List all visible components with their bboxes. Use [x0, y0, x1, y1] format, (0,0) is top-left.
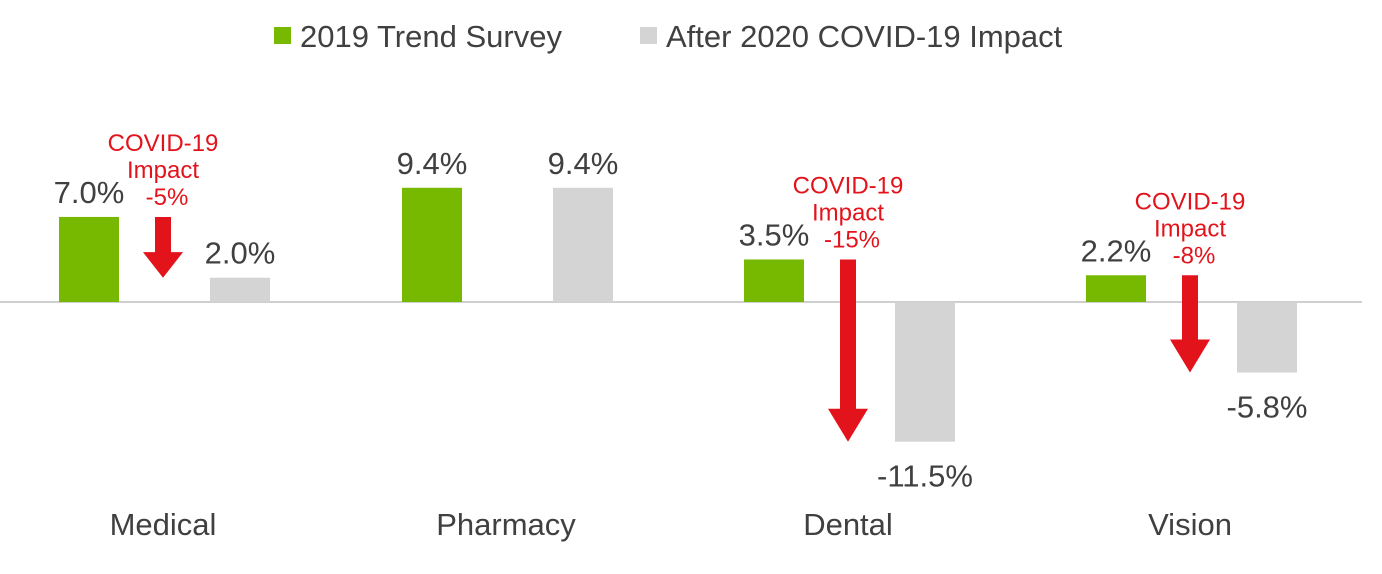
impact-arrow-dental: [828, 259, 868, 442]
bar-dental-series-2: [895, 302, 955, 442]
data-label-vision-series-2: -5.8%: [1227, 389, 1308, 424]
legend-swatch-2: [640, 27, 657, 44]
bar-pharmacy-series-1: [402, 187, 462, 302]
impact-annotation-medical-line-2: Impact: [127, 157, 199, 184]
bar-vision-series-1: [1086, 275, 1146, 302]
data-label-dental-series-1: 3.5%: [739, 217, 810, 252]
data-label-dental-series-2: -11.5%: [877, 459, 973, 494]
impact-annotation-medical-line-1: COVID-19: [108, 130, 219, 157]
bar-pharmacy-series-2: [553, 187, 613, 302]
data-label-pharmacy-series-1: 9.4%: [397, 146, 468, 181]
impact-arrow-vision: [1170, 275, 1210, 373]
category-label-medical: Medical: [110, 507, 217, 542]
category-label-vision: Vision: [1148, 507, 1232, 542]
impact-annotation-vision-line-1: COVID-19: [1135, 188, 1246, 215]
impact-annotation-vision-line-3: -8%: [1173, 242, 1216, 269]
legend-label-2: After 2020 COVID-19 Impact: [666, 19, 1063, 54]
data-label-medical-series-1: 7.0%: [54, 175, 125, 210]
impact-arrow-medical: [143, 216, 183, 278]
bar-vision-series-2: [1237, 302, 1297, 373]
category-label-dental: Dental: [803, 507, 893, 542]
bar-medical-series-2: [210, 277, 270, 302]
bar-medical-series-1: [59, 216, 119, 302]
bar-dental-series-1: [744, 259, 804, 302]
impact-arrows-layer: [143, 216, 1210, 442]
impact-annotation-dental-line-2: Impact: [812, 199, 884, 226]
impact-annotation-vision-line-2: Impact: [1154, 215, 1226, 242]
data-label-medical-series-2: 2.0%: [205, 236, 276, 271]
bars-layer: [59, 187, 1297, 442]
impact-annotation-dental-line-3: -15%: [824, 226, 880, 253]
legend-swatch-1: [274, 27, 291, 44]
impact-annotation-medical-line-3: -5%: [146, 184, 189, 211]
legend: 2019 Trend Survey After 2020 COVID-19 Imp…: [274, 19, 1063, 54]
data-label-vision-series-1: 2.2%: [1081, 233, 1152, 268]
legend-label-1: 2019 Trend Survey: [300, 19, 562, 54]
data-label-pharmacy-series-2: 9.4%: [548, 146, 619, 181]
category-label-pharmacy: Pharmacy: [436, 507, 576, 542]
impact-annotation-dental-line-1: COVID-19: [793, 172, 904, 199]
labels-layer: 7.0% 2.0% Medical 9.4% 9.4% Pharmacy 3.5% -11.5…: [54, 130, 1308, 542]
